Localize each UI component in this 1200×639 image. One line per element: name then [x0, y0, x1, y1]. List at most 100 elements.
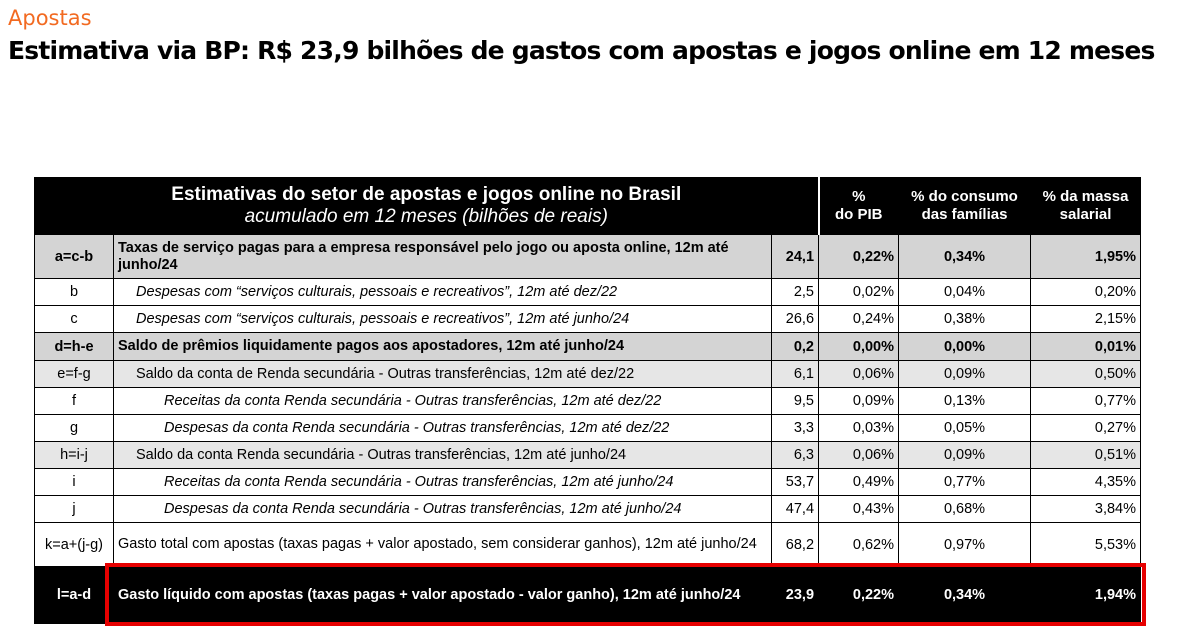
- col-header-massa: % da massa salarial: [1030, 177, 1142, 235]
- row-pct-consumo: 0,34%: [898, 234, 1032, 279]
- table-row: i Receitas da conta Renda secundária - O…: [34, 468, 1142, 496]
- row-pct-consumo: 0,97%: [898, 522, 1032, 567]
- row-pct-massa: 0,27%: [1030, 414, 1142, 442]
- col-header-consumo-line1: % do consumo: [911, 188, 1018, 205]
- row-code: i: [34, 468, 114, 496]
- row-pct-consumo: 0,00%: [898, 332, 1032, 361]
- table-header-row: Estimativas do setor de apostas e jogos …: [33, 177, 1142, 235]
- row-code: h=i-j: [34, 441, 114, 469]
- table-row: e=f-g Saldo da conta de Renda secundária…: [34, 360, 1142, 388]
- row-code: d=h-e: [34, 332, 114, 361]
- row-pct-consumo: 0,09%: [898, 360, 1032, 388]
- row-description: Despesas com “serviços culturais, pessoa…: [113, 278, 772, 306]
- col-header-consumo: % do consumo das famílias: [898, 177, 1032, 235]
- row-value: 68,2: [770, 522, 820, 567]
- row-description: Receitas da conta Renda secundária - Out…: [113, 387, 772, 415]
- row-value: 53,7: [770, 468, 820, 496]
- row-value: 6,3: [770, 441, 820, 469]
- col-header-massa-line2: salarial: [1059, 206, 1112, 223]
- row-description: Saldo da conta Renda secundária - Outras…: [113, 441, 772, 469]
- row-pct-massa: 1,94%: [1030, 566, 1142, 624]
- row-pct-pib: 0,06%: [818, 360, 900, 388]
- row-value: 9,5: [770, 387, 820, 415]
- row-code: f: [34, 387, 114, 415]
- col-header-massa-line1: % da massa: [1042, 188, 1129, 205]
- table-row: c Despesas com “serviços culturais, pess…: [34, 305, 1142, 333]
- section-label: Apostas: [8, 6, 92, 30]
- row-pct-massa: 2,15%: [1030, 305, 1142, 333]
- row-value: 6,1: [770, 360, 820, 388]
- table-title: Estimativas do setor de apostas e jogos …: [171, 184, 682, 205]
- row-code: e=f-g: [34, 360, 114, 388]
- row-pct-pib: 0,62%: [818, 522, 900, 567]
- row-pct-massa: 0,50%: [1030, 360, 1142, 388]
- row-value: 24,1: [770, 234, 820, 279]
- row-description: Taxas de serviço pagas para a empresa re…: [113, 234, 772, 279]
- row-pct-massa: 3,84%: [1030, 495, 1142, 523]
- row-description: Saldo de prêmios liquidamente pagos aos …: [113, 332, 772, 361]
- row-pct-consumo: 0,05%: [898, 414, 1032, 442]
- row-pct-consumo: 0,04%: [898, 278, 1032, 306]
- estimates-table: Estimativas do setor de apostas e jogos …: [33, 177, 1142, 624]
- row-pct-pib: 0,03%: [818, 414, 900, 442]
- row-pct-massa: 5,53%: [1030, 522, 1142, 567]
- row-value: 2,5: [770, 278, 820, 306]
- row-code: b: [34, 278, 114, 306]
- row-pct-massa: 0,77%: [1030, 387, 1142, 415]
- row-pct-consumo: 0,34%: [898, 566, 1032, 624]
- row-description: Gasto líquido com apostas (taxas pagas +…: [113, 566, 772, 624]
- row-pct-consumo: 0,77%: [898, 468, 1032, 496]
- row-pct-pib: 0,43%: [818, 495, 900, 523]
- row-pct-massa: 1,95%: [1030, 234, 1142, 279]
- row-pct-massa: 4,35%: [1030, 468, 1142, 496]
- table-subtitle: acumulado em 12 meses (bilhões de reais): [244, 206, 608, 227]
- row-pct-pib: 0,06%: [818, 441, 900, 469]
- row-description: Despesas da conta Renda secundária - Out…: [113, 414, 772, 442]
- row-pct-consumo: 0,09%: [898, 441, 1032, 469]
- row-pct-massa: 0,01%: [1030, 332, 1142, 361]
- row-description: Gasto total com apostas (taxas pagas + v…: [113, 522, 772, 567]
- table-row: f Receitas da conta Renda secundária - O…: [34, 387, 1142, 415]
- row-pct-pib: 0,09%: [818, 387, 900, 415]
- row-description: Saldo da conta de Renda secundária - Out…: [113, 360, 772, 388]
- row-code: g: [34, 414, 114, 442]
- col-header-pib-line1: %: [852, 188, 866, 205]
- table-row: h=i-j Saldo da conta Renda secundária - …: [34, 441, 1142, 469]
- row-value: 0,2: [770, 332, 820, 361]
- row-pct-pib: 0,49%: [818, 468, 900, 496]
- row-code: a=c-b: [34, 234, 114, 279]
- row-pct-pib: 0,22%: [818, 234, 900, 279]
- row-pct-massa: 0,51%: [1030, 441, 1142, 469]
- row-value: 3,3: [770, 414, 820, 442]
- row-value: 26,6: [770, 305, 820, 333]
- row-pct-consumo: 0,38%: [898, 305, 1032, 333]
- row-pct-consumo: 0,13%: [898, 387, 1032, 415]
- row-description: Despesas com “serviços culturais, pessoa…: [113, 305, 772, 333]
- table-row: g Despesas da conta Renda secundária - O…: [34, 414, 1142, 442]
- row-code: j: [34, 495, 114, 523]
- table-row: a=c-b Taxas de serviço pagas para a empr…: [34, 234, 1142, 279]
- row-pct-pib: 0,00%: [818, 332, 900, 361]
- row-description: Receitas da conta Renda secundária - Out…: [113, 468, 772, 496]
- table-row: k=a+(j-g) Gasto total com apostas (taxas…: [34, 522, 1142, 567]
- table-title-cell: Estimativas do setor de apostas e jogos …: [33, 177, 820, 235]
- col-header-pib: % do PIB: [817, 177, 900, 235]
- row-code: l=a-d: [34, 566, 114, 624]
- page-title: Estimativa via BP: R$ 23,9 bilhões de ga…: [8, 36, 1155, 65]
- col-header-pib-line2: do PIB: [835, 206, 883, 223]
- row-pct-pib: 0,22%: [818, 566, 900, 624]
- table-row: b Despesas com “serviços culturais, pess…: [34, 278, 1142, 306]
- row-code: c: [34, 305, 114, 333]
- row-description: Despesas da conta Renda secundária - Out…: [113, 495, 772, 523]
- row-code: k=a+(j-g): [34, 522, 114, 567]
- row-value: 23,9: [770, 566, 820, 624]
- table-row: d=h-e Saldo de prêmios liquidamente pago…: [34, 332, 1142, 361]
- col-header-consumo-line2: das famílias: [921, 206, 1008, 223]
- row-pct-pib: 0,24%: [818, 305, 900, 333]
- table-row: j Despesas da conta Renda secundária - O…: [34, 495, 1142, 523]
- table-row-total: l=a-d Gasto líquido com apostas (taxas p…: [34, 566, 1142, 624]
- row-value: 47,4: [770, 495, 820, 523]
- row-pct-pib: 0,02%: [818, 278, 900, 306]
- row-pct-consumo: 0,68%: [898, 495, 1032, 523]
- row-pct-massa: 0,20%: [1030, 278, 1142, 306]
